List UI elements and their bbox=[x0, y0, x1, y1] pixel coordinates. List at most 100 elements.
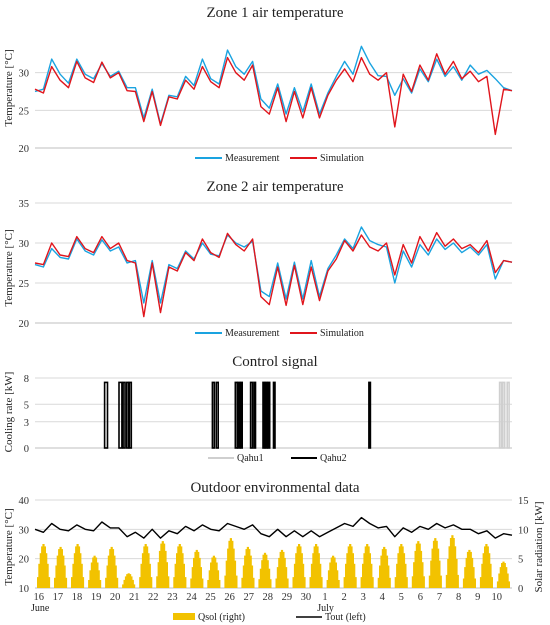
x-tick-label: 6 bbox=[418, 592, 423, 603]
solar-bar bbox=[165, 562, 168, 588]
solar-bar bbox=[139, 577, 142, 588]
control-pulse-qahu2 bbox=[264, 381, 268, 449]
solar-bar bbox=[45, 553, 48, 588]
y-right-tick-label: 10 bbox=[518, 525, 529, 536]
solar-bar bbox=[302, 563, 305, 588]
solar-bar bbox=[182, 563, 185, 588]
solar-bar bbox=[262, 554, 265, 588]
solar-bar bbox=[354, 577, 357, 588]
zone1-title: Zone 1 air temperature bbox=[206, 5, 343, 21]
solar-bar bbox=[75, 546, 78, 588]
y-tick-label: 20 bbox=[19, 319, 30, 330]
solar-bar bbox=[468, 549, 471, 588]
outdoor-ylabel-right: Solar radiation [kW] bbox=[533, 501, 545, 592]
solar-bar bbox=[282, 551, 285, 588]
solar-bar bbox=[405, 577, 408, 588]
panel-zone1: Zone 1 air temperature Temperature [°C] … bbox=[3, 5, 513, 164]
solar-bar bbox=[129, 574, 132, 588]
solar-bar bbox=[345, 563, 348, 588]
solar-bar bbox=[469, 551, 472, 588]
solar-bar bbox=[466, 551, 470, 588]
solar-bar bbox=[248, 549, 251, 588]
control-pulse-qahu1 bbox=[498, 381, 503, 449]
y-right-tick-label: 5 bbox=[518, 555, 523, 566]
solar-bar bbox=[371, 577, 374, 588]
solar-bar bbox=[90, 562, 93, 588]
solar-bar bbox=[195, 549, 198, 588]
solar-bar bbox=[368, 553, 371, 588]
solar-bar bbox=[46, 563, 49, 588]
solar-bar bbox=[464, 567, 467, 588]
solar-bar bbox=[380, 555, 383, 588]
solar-bar bbox=[122, 584, 125, 588]
solar-bar bbox=[229, 538, 232, 588]
solar-bar bbox=[366, 544, 369, 588]
solar-bar bbox=[326, 580, 329, 588]
solar-bar bbox=[184, 577, 187, 588]
solar-bar bbox=[507, 581, 510, 588]
solar-bar bbox=[315, 544, 318, 588]
solar-bar bbox=[471, 557, 474, 588]
solar-bar bbox=[312, 553, 315, 588]
legend-measurement-label: Measurement bbox=[225, 328, 280, 339]
solar-bar bbox=[349, 544, 352, 588]
y-tick-label: 25 bbox=[19, 279, 30, 290]
legend-qahu1-label: Qahu1 bbox=[237, 453, 264, 464]
solar-bar bbox=[178, 544, 181, 588]
solar-bar bbox=[224, 575, 227, 588]
solar-bar bbox=[451, 535, 454, 588]
solar-bar bbox=[164, 550, 167, 588]
solar-bar bbox=[353, 563, 356, 588]
solar-bar bbox=[88, 580, 91, 588]
control-pulse-qahu2 bbox=[237, 381, 241, 449]
solar-bar bbox=[456, 574, 459, 588]
y-right-tick-label: 0 bbox=[518, 584, 523, 595]
solar-bar bbox=[158, 550, 162, 588]
solar-bar bbox=[207, 580, 210, 588]
y-tick-label: 30 bbox=[19, 69, 30, 80]
solar-bar bbox=[99, 580, 102, 588]
zone2-legend: Measurement Simulation bbox=[195, 328, 364, 339]
x-tick-label: 3 bbox=[361, 592, 366, 603]
solar-bar bbox=[435, 540, 438, 588]
solar-bar bbox=[232, 548, 235, 588]
solar-bar bbox=[396, 563, 399, 588]
panel-outdoor: Outdoor environmental data Temperature [… bbox=[3, 480, 545, 623]
solar-bar bbox=[201, 578, 204, 588]
solar-bar bbox=[246, 546, 249, 588]
solar-bar bbox=[193, 557, 196, 588]
solar-bar bbox=[303, 577, 306, 588]
solar-bar bbox=[258, 579, 261, 588]
series-line-measurement bbox=[34, 45, 513, 125]
legend-qahu2-label: Qahu2 bbox=[320, 453, 347, 464]
solar-bar bbox=[71, 577, 74, 588]
solar-bar bbox=[502, 561, 505, 588]
solar-bar bbox=[161, 541, 164, 588]
solar-bar bbox=[421, 562, 424, 588]
solar-bar bbox=[43, 546, 46, 588]
solar-bar bbox=[350, 546, 353, 588]
control-pulse-qahu2 bbox=[234, 381, 239, 449]
outdoor-title: Outdoor environmental data bbox=[190, 480, 359, 496]
outdoor-temperature-series bbox=[34, 516, 513, 539]
control-pulse-qahu2 bbox=[211, 381, 216, 449]
solar-bar bbox=[55, 565, 58, 588]
solar-bar bbox=[39, 553, 42, 588]
series-line-simulation bbox=[34, 53, 513, 136]
panel-zone2: Zone 2 air temperature Temperature [°C] … bbox=[3, 179, 513, 339]
solar-bar bbox=[439, 575, 442, 588]
solar-bar bbox=[488, 553, 491, 588]
solar-bar bbox=[362, 563, 365, 588]
x-tick-label: 10 bbox=[491, 592, 502, 603]
solar-bar bbox=[430, 560, 433, 588]
solar-bar bbox=[241, 577, 244, 588]
solar-bar bbox=[387, 565, 390, 588]
solar-bar bbox=[347, 546, 350, 588]
solar-bar bbox=[218, 580, 221, 588]
solar-bar bbox=[199, 567, 202, 588]
solar-bar bbox=[96, 562, 99, 588]
control-pulse-qahu2 bbox=[128, 381, 133, 449]
x-tick-label: 30 bbox=[301, 592, 312, 603]
x-tick-label: 19 bbox=[91, 592, 102, 603]
